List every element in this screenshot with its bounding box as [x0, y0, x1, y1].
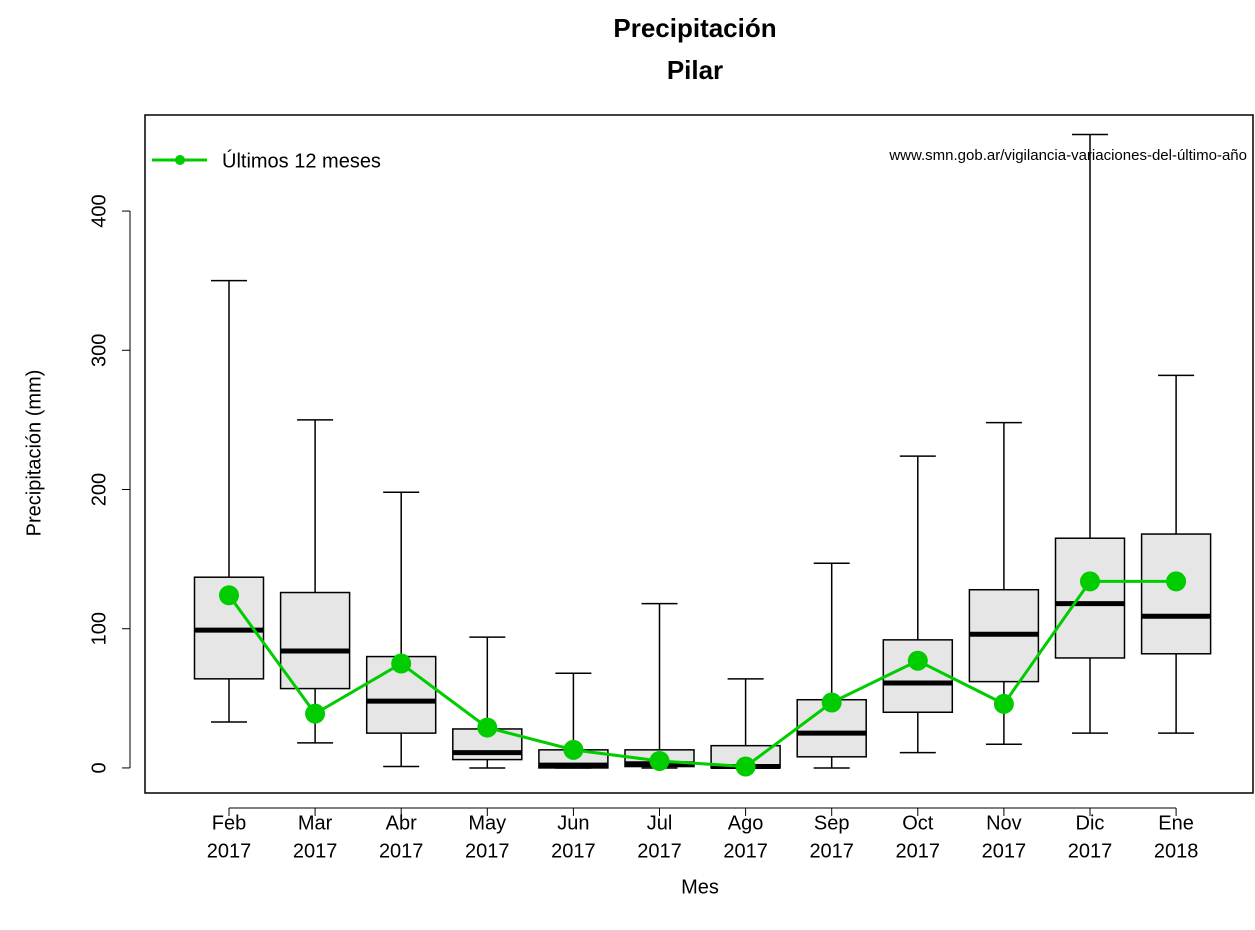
x-tick-label: Abr — [386, 812, 417, 834]
box — [279, 591, 351, 690]
series-point — [391, 653, 412, 674]
series-point — [1166, 571, 1187, 592]
chart-title: Precipitación — [613, 13, 776, 43]
x-tick-label: Ene — [1158, 812, 1194, 834]
x-tick-label: 2017 — [379, 840, 424, 862]
series-line — [227, 579, 1177, 769]
x-tick-label: 2017 — [723, 840, 768, 862]
x-tick-label: 2017 — [207, 840, 252, 862]
plot-frame — [144, 114, 1254, 794]
legend-marker — [175, 155, 185, 165]
x-tick-label: 2017 — [293, 840, 338, 862]
series-point — [1080, 571, 1100, 592]
y-tick-label: 400 — [88, 194, 110, 227]
y-tick-label: 200 — [88, 473, 110, 506]
chart-subtitle: Pilar — [667, 55, 723, 85]
x-tick-label: 2017 — [982, 840, 1027, 862]
x-tick-label: Oct — [902, 812, 934, 834]
x-tick-label: Ago — [728, 812, 764, 834]
x-tick-label: 2017 — [465, 840, 510, 862]
x-tick-label: 2017 — [637, 840, 682, 862]
series-point — [907, 650, 928, 671]
series-point — [219, 585, 239, 606]
x-tick-label: Dic — [1076, 812, 1105, 834]
series-point — [563, 739, 584, 760]
box — [1140, 533, 1212, 655]
y-tick-label: 0 — [88, 762, 110, 773]
x-tick-label: 2018 — [1154, 840, 1199, 862]
box — [882, 639, 954, 714]
series-point — [735, 756, 756, 777]
y-axis-label: Precipitación (mm) — [23, 370, 45, 537]
y-tick-label: 300 — [88, 334, 110, 367]
series-point — [477, 717, 498, 738]
x-tick-label: 2017 — [809, 840, 854, 862]
x-tick-label: Feb — [212, 812, 246, 834]
x-tick-label: 2017 — [896, 840, 941, 862]
annotation: www.smn.gob.ar/vigilancia-variaciones-de… — [888, 147, 1247, 164]
x-tick-label: Nov — [986, 812, 1022, 834]
x-tick-label: Jul — [647, 812, 673, 834]
x-tick-label: Mar — [298, 812, 333, 834]
x-tick-label: 2017 — [551, 840, 596, 862]
x-tick-label: Jun — [557, 812, 589, 834]
x-tick-label: 2017 — [1068, 840, 1113, 862]
x-tick-label: May — [468, 812, 506, 834]
series-point — [649, 750, 670, 771]
series-point — [821, 692, 842, 713]
box — [1054, 537, 1126, 659]
x-tick-label: Sep — [814, 812, 850, 834]
series-point — [993, 693, 1014, 714]
legend-label: Últimos 12 meses — [222, 149, 381, 172]
series-point — [305, 703, 326, 724]
y-tick-label: 100 — [88, 612, 110, 645]
x-axis-label: Mes — [681, 876, 719, 898]
